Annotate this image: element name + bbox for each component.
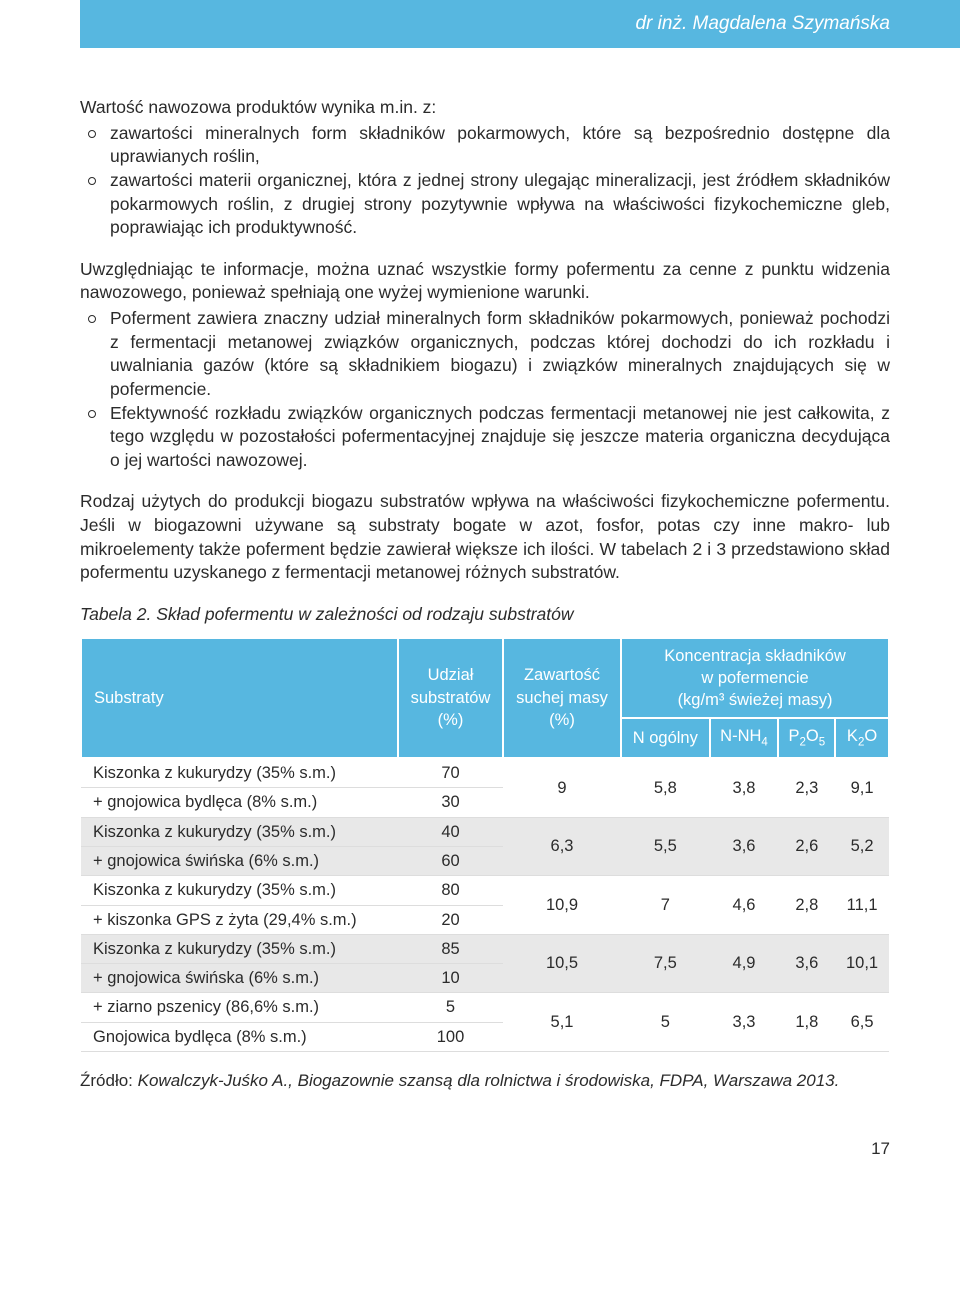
th-n-nh4: N-NH4 <box>710 718 779 758</box>
cell-value: 5,5 <box>621 817 709 876</box>
cell-value: 10,5 <box>503 934 621 993</box>
table-row: Kiszonka z kukurydzy (35% s.m.)8510,57,5… <box>81 934 889 963</box>
cell-value: 3,6 <box>778 934 835 993</box>
cell-share: 30 <box>398 788 503 817</box>
cell-value: 5,1 <box>503 993 621 1052</box>
source-label: Źródło: <box>80 1071 138 1090</box>
paragraph: Uwzględniając te informacje, można uznać… <box>80 258 890 305</box>
list-item: zawartości materii organicznej, która z … <box>110 169 890 240</box>
cell-share: 60 <box>398 846 503 875</box>
cell-share: 100 <box>398 1022 503 1051</box>
cell-substrat: + kiszonka GPS z żyta (29,4% s.m.) <box>81 905 398 934</box>
th-udzial: Udział substratów (%) <box>398 638 503 759</box>
list-item: zawartości mineralnych form składników p… <box>110 122 890 169</box>
cell-value: 5 <box>621 993 709 1052</box>
cell-value: 9,1 <box>835 758 889 817</box>
th-k2o: K2O <box>835 718 889 758</box>
list-item: Poferment zawiera znaczny udział mineral… <box>110 307 890 402</box>
th-koncentracja: Koncentracja składników w pofermencie (k… <box>621 638 889 719</box>
cell-value: 6,3 <box>503 817 621 876</box>
cell-share: 40 <box>398 817 503 846</box>
paragraph: Rodzaj użytych do produkcji biogazu subs… <box>80 490 890 585</box>
table-row: Kiszonka z kukurydzy (35% s.m.)7095,83,8… <box>81 758 889 788</box>
cell-value: 4,6 <box>710 876 779 935</box>
cell-share: 70 <box>398 758 503 788</box>
table-row: + ziarno pszenicy (86,6% s.m.)55,153,31,… <box>81 993 889 1022</box>
bullet-list-1: zawartości mineralnych form składników p… <box>80 122 890 240</box>
cell-value: 10,9 <box>503 876 621 935</box>
cell-value: 11,1 <box>835 876 889 935</box>
cell-value: 7 <box>621 876 709 935</box>
list-item: Efektywność rozkładu związków organiczny… <box>110 402 890 473</box>
cell-share: 5 <box>398 993 503 1022</box>
cell-value: 6,5 <box>835 993 889 1052</box>
cell-value: 1,8 <box>778 993 835 1052</box>
bullet-list-2: Poferment zawiera znaczny udział mineral… <box>80 307 890 472</box>
cell-value: 2,6 <box>778 817 835 876</box>
cell-value: 3,6 <box>710 817 779 876</box>
table-body: Kiszonka z kukurydzy (35% s.m.)7095,83,8… <box>81 758 889 1051</box>
th-p2o5: P2O5 <box>778 718 835 758</box>
cell-substrat: + gnojowica bydlęca (8% s.m.) <box>81 788 398 817</box>
cell-substrat: + gnojowica świńska (6% s.m.) <box>81 964 398 993</box>
lead-paragraph: Wartość nawozowa produktów wynika m.in. … <box>80 96 890 120</box>
cell-substrat: Kiszonka z kukurydzy (35% s.m.) <box>81 934 398 963</box>
cell-value: 3,3 <box>710 993 779 1052</box>
source-line: Źródło: Kowalczyk-Juśko A., Biogazownie … <box>80 1070 890 1093</box>
cell-value: 2,8 <box>778 876 835 935</box>
cell-value: 3,8 <box>710 758 779 817</box>
data-table: Substraty Udział substratów (%) Zawartoś… <box>80 637 890 1052</box>
page-content: Wartość nawozowa produktów wynika m.in. … <box>0 48 960 1123</box>
cell-value: 4,9 <box>710 934 779 993</box>
author-name: dr inż. Magdalena Szymańska <box>635 13 890 35</box>
cell-value: 5,2 <box>835 817 889 876</box>
cell-substrat: + ziarno pszenicy (86,6% s.m.) <box>81 993 398 1022</box>
cell-substrat: Kiszonka z kukurydzy (35% s.m.) <box>81 876 398 905</box>
th-n-ogolny: N ogólny <box>621 718 709 758</box>
table-row: Kiszonka z kukurydzy (35% s.m.)8010,974,… <box>81 876 889 905</box>
cell-share: 10 <box>398 964 503 993</box>
cell-share: 80 <box>398 876 503 905</box>
cell-substrat: Gnojowica bydlęca (8% s.m.) <box>81 1022 398 1051</box>
cell-value: 10,1 <box>835 934 889 993</box>
cell-share: 20 <box>398 905 503 934</box>
cell-substrat: Kiszonka z kukurydzy (35% s.m.) <box>81 817 398 846</box>
cell-value: 2,3 <box>778 758 835 817</box>
table-row: Kiszonka z kukurydzy (35% s.m.)406,35,53… <box>81 817 889 846</box>
th-substraty: Substraty <box>81 638 398 759</box>
cell-substrat: Kiszonka z kukurydzy (35% s.m.) <box>81 758 398 788</box>
cell-value: 5,8 <box>621 758 709 817</box>
page-header: dr inż. Magdalena Szymańska <box>80 0 960 48</box>
cell-value: 9 <box>503 758 621 817</box>
cell-substrat: + gnojowica świńska (6% s.m.) <box>81 846 398 875</box>
cell-share: 85 <box>398 934 503 963</box>
th-zawartosc: Zawartość suchej masy (%) <box>503 638 621 759</box>
table-caption: Tabela 2. Skład pofermentu w zależności … <box>80 603 890 627</box>
source-text: Kowalczyk-Juśko A., Biogazownie szansą d… <box>138 1071 840 1090</box>
page-number: 17 <box>0 1123 960 1189</box>
cell-value: 7,5 <box>621 934 709 993</box>
